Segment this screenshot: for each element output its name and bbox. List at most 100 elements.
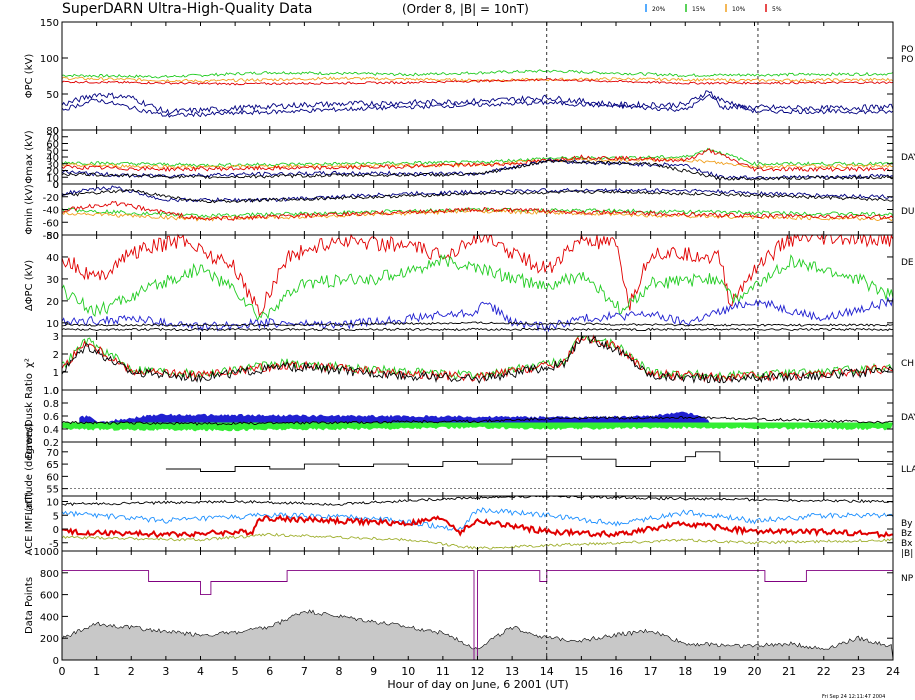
x-tick-label: 0 bbox=[59, 665, 66, 678]
y-tick-label: 60 bbox=[46, 472, 59, 483]
side-label: DAY bbox=[901, 153, 915, 163]
series-line bbox=[61, 321, 894, 327]
y-tick-label: 2 bbox=[53, 350, 59, 361]
side-label: PO bbox=[901, 45, 914, 55]
x-axis-label: Hour of day on June, 6 2001 (UT) bbox=[387, 678, 568, 691]
side-label: |B| bbox=[901, 549, 913, 559]
figure-subtitle: (Order 8, |B| = 10nT) bbox=[402, 2, 529, 16]
y-tick-label: 10 bbox=[46, 498, 59, 509]
x-tick-label: 18 bbox=[678, 665, 692, 678]
x-tick-label: 13 bbox=[505, 665, 519, 678]
y-tick-label: 40 bbox=[46, 253, 59, 264]
y-tick-label: 50 bbox=[46, 231, 59, 242]
y-tick-label: 1000 bbox=[34, 547, 59, 558]
y-tick-label: 20 bbox=[46, 297, 59, 308]
y-axis-label: ΦPC (kV) bbox=[24, 54, 35, 99]
y-tick-label: 5 bbox=[53, 511, 59, 522]
y-tick-label: -20 bbox=[43, 193, 59, 204]
series-line bbox=[61, 93, 894, 118]
y-tick-label: 55 bbox=[46, 485, 59, 496]
legend: 20% 15% 10% 5% bbox=[645, 4, 782, 13]
side-label: By bbox=[901, 519, 913, 529]
y-tick-label: 70 bbox=[46, 133, 59, 144]
y-tick-label: 150 bbox=[40, 18, 59, 29]
side-label: Bz bbox=[901, 529, 912, 539]
y-tick-label: 200 bbox=[40, 634, 59, 645]
x-tick-label: 6 bbox=[266, 665, 273, 678]
x-tick-label: 22 bbox=[817, 665, 831, 678]
x-tick-label: 4 bbox=[197, 665, 204, 678]
series-line bbox=[61, 334, 894, 384]
series-line bbox=[61, 207, 894, 219]
y-tick-label: 1.0 bbox=[43, 386, 59, 397]
y-tick-label: 0.6 bbox=[43, 412, 59, 423]
series-line bbox=[61, 507, 894, 532]
x-tick-label: 16 bbox=[609, 665, 623, 678]
y-tick-label: 0 bbox=[53, 180, 59, 191]
side-label: PO bbox=[901, 55, 914, 65]
y-tick-label: 0.8 bbox=[43, 399, 59, 410]
y-tick-label: 100 bbox=[40, 54, 59, 65]
x-tick-label: 19 bbox=[713, 665, 727, 678]
y-tick-label: 50 bbox=[46, 90, 59, 101]
y-axis-label: Data Points bbox=[24, 577, 35, 634]
y-tick-label: 3 bbox=[53, 332, 59, 343]
x-tick-label: 5 bbox=[232, 665, 239, 678]
y-tick-label: -5 bbox=[49, 539, 59, 550]
y-axis-label: χ² bbox=[24, 358, 35, 368]
series-line bbox=[61, 188, 894, 204]
y-axis-label: Latitude (degrees) bbox=[24, 423, 35, 515]
legend-label: 10% bbox=[732, 6, 746, 13]
x-tick-label: 21 bbox=[782, 665, 796, 678]
side-label: CH bbox=[901, 359, 914, 369]
panel-phi-min: -80 -60-40 -20 0 Φmin (kV) DU bbox=[24, 180, 915, 242]
series-line bbox=[61, 147, 894, 168]
y-axis-label: ACE IMF (nT) bbox=[24, 491, 35, 555]
series-line bbox=[61, 78, 894, 86]
y-axis-label: Dawn/Dusk Ratio bbox=[24, 373, 35, 459]
y-tick-label: 1 bbox=[53, 368, 59, 379]
x-tick-label: 10 bbox=[401, 665, 415, 678]
y-tick-label: 0 bbox=[53, 386, 59, 397]
series-line bbox=[61, 148, 894, 172]
y-tick-label: 800 bbox=[40, 569, 59, 580]
series-line bbox=[61, 532, 893, 550]
x-tick-label: 23 bbox=[851, 665, 865, 678]
y-tick-label: 65 bbox=[46, 460, 59, 471]
y-tick-label: 40 bbox=[46, 153, 59, 164]
y-tick-label: 0.2 bbox=[43, 438, 59, 449]
legend-label: 5% bbox=[772, 6, 782, 13]
y-tick-label: 30 bbox=[46, 275, 59, 286]
y-tick-label: -60 bbox=[43, 218, 59, 229]
y-tick-label: 0 bbox=[53, 525, 59, 536]
y-tick-label: 80 bbox=[46, 126, 59, 137]
x-tick-label: 15 bbox=[574, 665, 588, 678]
series-line bbox=[61, 200, 894, 221]
x-tick-label: 3 bbox=[162, 665, 169, 678]
y-axis-label: Φmax (kV) bbox=[24, 130, 35, 183]
series-line bbox=[61, 327, 894, 332]
legend-label: 20% bbox=[652, 6, 666, 13]
legend-label: 15% bbox=[692, 6, 706, 13]
series-line bbox=[61, 69, 894, 79]
side-label: LLA bbox=[901, 465, 915, 475]
side-label: Bx bbox=[901, 539, 913, 549]
y-tick-label: 30 bbox=[46, 160, 59, 171]
series-line bbox=[61, 76, 894, 83]
area-green bbox=[62, 422, 893, 432]
y-tick-label: 60 bbox=[46, 140, 59, 151]
series-line bbox=[61, 296, 894, 333]
x-tick-label: 17 bbox=[644, 665, 658, 678]
y-tick-label: 600 bbox=[40, 591, 59, 602]
panel-ratio: 0.2 0.4 0.6 0.8 1.0 Dawn/Dusk Ratio DAY bbox=[24, 373, 915, 459]
x-tick-label: 1 bbox=[93, 665, 100, 678]
series-line bbox=[165, 451, 893, 472]
series-line bbox=[61, 335, 894, 381]
x-tick-label: 8 bbox=[336, 665, 343, 678]
area-blue bbox=[79, 411, 710, 423]
x-tick-label: 24 bbox=[886, 665, 900, 678]
x-tick-label: 2 bbox=[128, 665, 135, 678]
side-label: DAY bbox=[901, 413, 915, 423]
